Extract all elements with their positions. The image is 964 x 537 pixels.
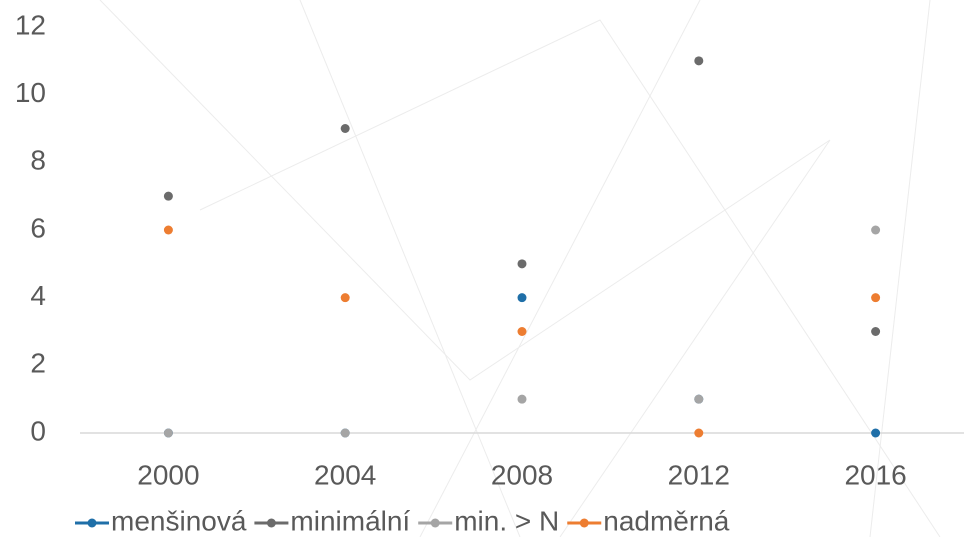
y-tick-label: 2 bbox=[30, 348, 46, 379]
legend-label: menšinová bbox=[111, 505, 247, 536]
data-point bbox=[340, 428, 350, 438]
y-tick-label: 12 bbox=[15, 9, 46, 40]
data-point bbox=[694, 428, 704, 438]
legend-label: nadměrná bbox=[603, 505, 730, 536]
legend-item: menšinová bbox=[75, 505, 247, 536]
x-tick-label: 2000 bbox=[137, 459, 199, 490]
y-tick-label: 8 bbox=[30, 145, 46, 176]
data-point bbox=[694, 394, 704, 404]
data-point bbox=[163, 191, 173, 201]
data-point bbox=[517, 394, 527, 404]
legend-label: minimální bbox=[290, 505, 410, 536]
x-tick-label: 2004 bbox=[314, 459, 376, 490]
data-point bbox=[871, 225, 881, 235]
data-point bbox=[340, 293, 350, 303]
legend-label: min. > N bbox=[454, 505, 559, 536]
y-tick-label: 4 bbox=[30, 280, 46, 311]
legend-item: min. > N bbox=[418, 505, 559, 536]
background-decoration bbox=[99, 0, 941, 537]
legend-marker bbox=[430, 518, 440, 528]
data-point bbox=[517, 259, 527, 269]
data-point bbox=[163, 225, 173, 235]
legend-marker bbox=[579, 518, 589, 528]
y-tick-label: 6 bbox=[30, 212, 46, 243]
data-point bbox=[517, 327, 527, 336]
data-point bbox=[871, 293, 881, 303]
data-point bbox=[871, 327, 881, 336]
legend-item: nadměrná bbox=[567, 505, 730, 536]
x-tick-label: 2012 bbox=[668, 459, 730, 490]
x-tick-label: 2016 bbox=[844, 459, 906, 490]
legend-marker bbox=[87, 518, 97, 528]
data-point bbox=[694, 56, 704, 66]
x-tick-label: 2008 bbox=[491, 459, 553, 490]
legend-item: minimální bbox=[254, 505, 410, 536]
y-tick-label: 10 bbox=[15, 77, 46, 108]
data-point bbox=[340, 124, 350, 133]
data-point bbox=[517, 293, 527, 303]
legend-marker bbox=[266, 518, 276, 528]
data-point bbox=[163, 428, 173, 438]
y-tick-label: 0 bbox=[30, 415, 46, 446]
data-point bbox=[871, 428, 881, 438]
